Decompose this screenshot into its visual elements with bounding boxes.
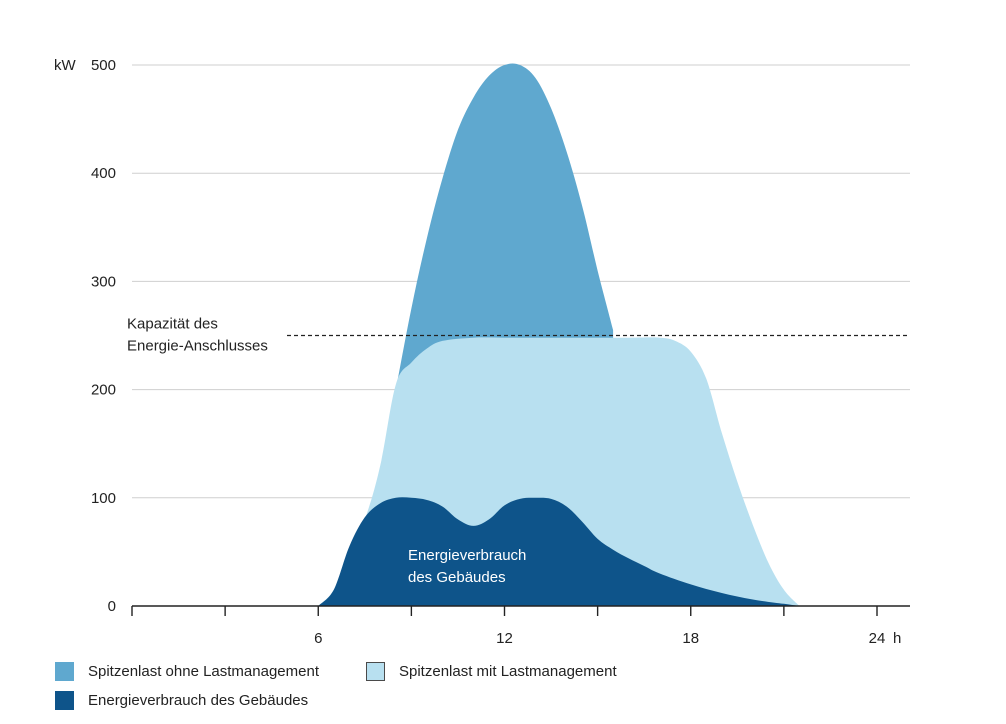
legend-item-building-consumption: Energieverbrauch des Gebäudes [55, 691, 308, 710]
load-chart: 0 100 200 300 400 500 kW Kapazität des Energie-A… [54, 57, 910, 647]
legend-swatch-without-management [55, 662, 74, 681]
x-tick-label-6: 6 [314, 630, 322, 647]
chart-labels: 0 100 200 300 400 500 kW Kapazität des Energie-A… [54, 57, 910, 647]
capacity-label-line-2: Energie-Anschlusses [127, 338, 268, 355]
building-annotation-line-1: Energieverbrauch [408, 547, 526, 564]
y-tick-label-0: 0 [108, 598, 116, 615]
y-tick-label-500: 500 [91, 57, 116, 74]
y-tick-label-300: 300 [91, 273, 116, 290]
y-tick-label-100: 100 [91, 490, 116, 507]
legend-swatch-building-consumption [55, 691, 74, 710]
legend-label-without-management: Spitzenlast ohne Lastmanagement [88, 663, 319, 680]
capacity-label-line-1: Kapazität des [127, 316, 218, 333]
legend-label-building-consumption: Energieverbrauch des Gebäudes [88, 692, 309, 709]
legend-item-with-management: Spitzenlast mit Lastmanagement [366, 662, 617, 681]
building-annotation-line-2: des Gebäudes [408, 569, 506, 586]
axes [131, 605, 910, 616]
x-tick-label-12: 12 [496, 630, 513, 647]
y-tick-label-200: 200 [91, 382, 116, 399]
x-tick-label-18: 18 [682, 630, 699, 647]
legend-item-without-management: Spitzenlast ohne Lastmanagement [55, 662, 319, 681]
x-unit-label: h [893, 630, 901, 647]
area-building-consumption [318, 497, 800, 606]
x-tick-label-24: 24 [869, 630, 886, 647]
series-areas [318, 63, 800, 606]
y-unit-label: kW [54, 57, 77, 74]
legend-label-with-management: Spitzenlast mit Lastmanagement [399, 663, 617, 680]
y-tick-label-400: 400 [91, 165, 116, 182]
legend-swatch-with-management [366, 662, 385, 681]
